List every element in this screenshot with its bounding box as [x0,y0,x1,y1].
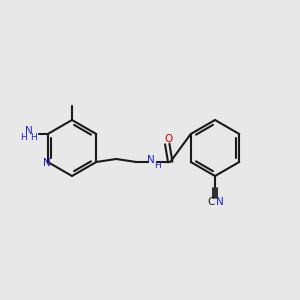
Text: O: O [164,134,172,144]
Text: N: N [216,197,224,207]
Text: N: N [25,127,33,136]
Text: H: H [154,161,160,170]
Text: C: C [208,197,215,207]
Text: H: H [30,134,37,142]
Text: N: N [43,158,51,168]
Text: N: N [147,155,155,165]
Text: H: H [20,134,27,142]
